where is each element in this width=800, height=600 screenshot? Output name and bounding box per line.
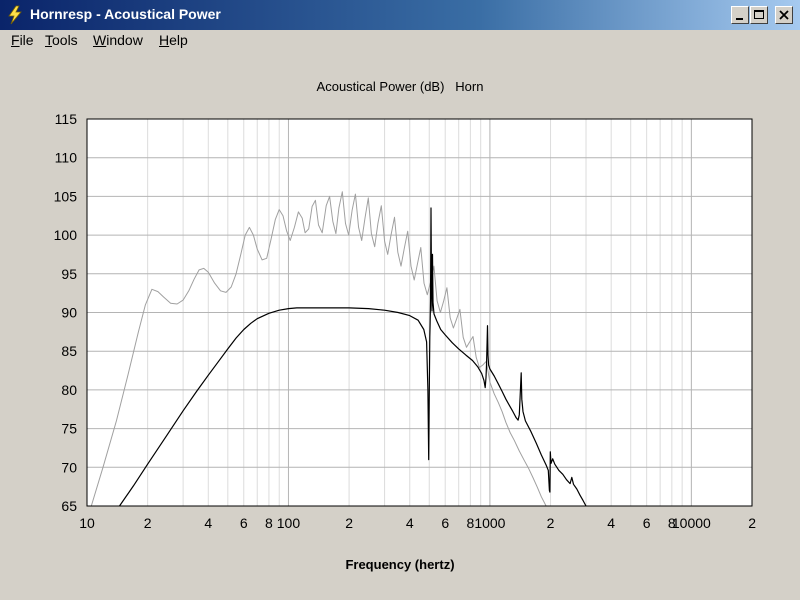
x-tick-label: 1000 (474, 515, 505, 531)
y-axis-ticks: 115 110 105 100 95 90 85 80 75 70 65 (54, 111, 78, 514)
y-tick-label: 105 (54, 188, 78, 204)
menu-tools[interactable]: Tools (45, 32, 78, 48)
x-tick-label: 8 (466, 515, 474, 531)
close-button[interactable] (775, 6, 793, 24)
x-tick-label: 2 (748, 515, 756, 531)
acoustical-power-chart: Acoustical Power (dB) Horn 115 110 105 100 9… (54, 79, 757, 572)
x-tick-label: 100 (277, 515, 301, 531)
x-tick-label: 4 (204, 515, 212, 531)
x-tick-label: 10 (79, 515, 95, 531)
menu-file[interactable]: File (11, 32, 34, 48)
x-tick-label: 2 (547, 515, 555, 531)
x-tick-label: 6 (240, 515, 248, 531)
y-tick-label: 100 (54, 227, 78, 243)
y-tick-label: 80 (61, 382, 77, 398)
y-tick-label: 90 (61, 305, 77, 321)
x-tick-label: 4 (406, 515, 414, 531)
maximize-button[interactable] (750, 6, 768, 24)
chart-title: Acoustical Power (dB) Horn (317, 79, 484, 94)
x-tick-label: 6 (643, 515, 651, 531)
y-tick-label: 70 (61, 459, 77, 475)
minimize-button[interactable] (731, 6, 749, 24)
x-tick-label: 2 (345, 515, 353, 531)
plot-frame (86, 118, 753, 507)
grid-lines (86, 118, 753, 507)
menu-bar: File Tools Window Help (0, 30, 800, 52)
x-tick-label: 6 (441, 515, 449, 531)
x-tick-label: 4 (607, 515, 615, 531)
y-tick-label: 115 (55, 111, 78, 127)
x-tick-label: 2 (144, 515, 152, 531)
y-tick-label: 65 (61, 498, 77, 514)
maximize-icon (754, 10, 764, 19)
y-tick-label: 75 (61, 421, 77, 437)
x-tick-label: 8 (265, 515, 273, 531)
title-bar: Hornresp - Acoustical Power (0, 0, 800, 30)
x-tick-label: 8 (668, 515, 676, 531)
y-tick-label: 110 (55, 150, 78, 166)
series-line-1 (90, 191, 547, 507)
y-tick-label: 95 (61, 266, 77, 282)
close-icon (779, 10, 789, 20)
series-group (90, 191, 587, 507)
menu-window[interactable]: Window (93, 32, 143, 48)
series-line-2 (119, 207, 587, 507)
lightning-icon (8, 5, 22, 25)
x-axis-label: Frequency (hertz) (345, 557, 454, 572)
minimize-icon (736, 18, 743, 20)
x-tick-label: 10000 (672, 515, 711, 531)
y-tick-label: 85 (61, 343, 77, 359)
menu-help[interactable]: Help (159, 32, 188, 48)
window-title: Hornresp - Acoustical Power (30, 6, 221, 22)
